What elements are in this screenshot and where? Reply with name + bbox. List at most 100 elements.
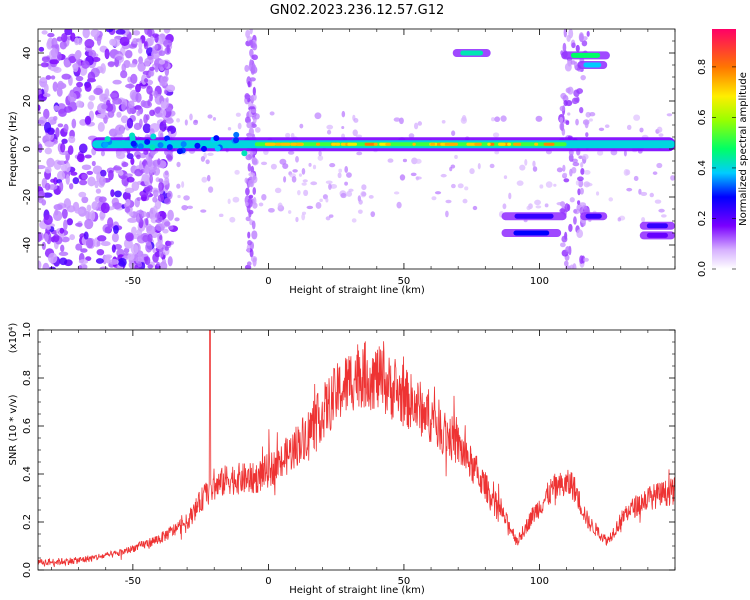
spectral-line-peak [290,142,297,146]
noise-speckle [249,59,253,68]
noise-speckle [53,177,58,185]
noise-speckle [167,209,174,221]
noise-speckle [340,192,347,199]
noise-speckle [245,216,251,222]
noise-speckle [87,176,96,187]
noise-speckle [90,29,100,38]
snr-multiplier: (x10⁴) [8,323,19,354]
noise-speckle [152,247,156,254]
noise-speckle [402,158,408,163]
noise-speckle [42,192,53,198]
noise-speckle [147,29,153,38]
noise-speckle [38,46,45,52]
noise-speckle [656,126,663,133]
noise-speckle [44,147,53,155]
noise-speckle [660,214,667,218]
noise-speckle [119,36,130,46]
noise-speckle [248,172,255,177]
noise-speckle [351,218,357,223]
x-tick-label: 50 [398,576,411,587]
noise-speckle [47,252,58,264]
spectral-line-peak [315,142,321,146]
noise-speckle [47,32,55,38]
noise-speckle [206,174,211,182]
noise-speckle [553,183,557,187]
noise-speckle [252,187,257,195]
noise-speckle [598,127,605,132]
noise-speckle [149,35,154,46]
noise-speckle [86,204,92,212]
noise-speckle [128,211,134,217]
y-tick-label: 0.4 [22,466,33,482]
snr-ticks: -50 0 50 100 0.0 0.2 0.4 0.6 0.8 1.0 [22,322,676,587]
noise-speckle [136,228,143,236]
spectral-line-peak [385,142,391,146]
noise-speckle [57,123,64,128]
noise-speckle [445,199,452,204]
noise-speckle [146,241,152,246]
noise-speckle [56,51,62,61]
noise-speckle [149,109,156,117]
noise-speckle [59,227,65,234]
noise-speckle [573,208,580,215]
noise-speckle [491,117,495,122]
colorbar-label: Normalized spectral amplitude [738,72,749,226]
noise-speckle [572,161,580,167]
noise-speckle [451,183,456,189]
y-tick-label: 0.8 [22,370,33,386]
noise-speckle [361,191,367,197]
noise-speckle [261,193,267,201]
noise-speckle [417,121,423,126]
noise-speckle [577,188,581,196]
noise-speckle [248,211,252,218]
noise-speckle [43,93,51,98]
noise-speckle [41,56,50,63]
noise-speckle [526,205,531,211]
noise-speckle [234,169,240,175]
noise-speckle [45,75,52,80]
noise-speckle [544,203,549,208]
noise-speckle [104,254,113,259]
spectral-line-peak [513,142,522,146]
noise-speckle [353,117,359,123]
noise-speckle [249,77,256,82]
snr-series [38,330,675,568]
noise-speckle [63,123,69,133]
noise-speckle [583,169,591,175]
noise-speckle [164,177,170,185]
spectral-blob [514,213,554,219]
noise-speckle [460,117,468,124]
noise-speckle [393,117,401,122]
noise-speckle [472,205,478,211]
noise-speckle [39,77,48,82]
noise-speckle [282,163,289,169]
spectral-line-blob [150,133,157,140]
noise-speckle [251,175,258,184]
noise-speckle [110,189,115,198]
noise-speckle [112,166,123,171]
noise-speckle [545,181,553,188]
noise-speckle [104,48,110,60]
noise-speckle [314,112,322,120]
noise-speckle [84,218,94,230]
noise-speckle [81,196,89,204]
noise-speckle [617,217,622,222]
noise-speckle [63,198,72,209]
noise-speckle [44,166,52,174]
noise-speckle [251,54,259,61]
noise-speckle [53,105,60,111]
noise-speckle [65,174,70,185]
noise-speckle [361,184,367,191]
noise-speckle [146,211,150,219]
noise-speckle [559,116,564,124]
noise-speckle [66,218,74,226]
noise-speckle [559,208,566,214]
noise-speckle [166,190,173,200]
noise-speckle [116,111,122,118]
noise-speckle [82,29,90,39]
noise-speckle [572,263,577,269]
noise-speckle [114,190,122,198]
noise-speckle [52,234,60,243]
colorbar-gradient [712,29,736,269]
noise-speckle [252,197,257,206]
